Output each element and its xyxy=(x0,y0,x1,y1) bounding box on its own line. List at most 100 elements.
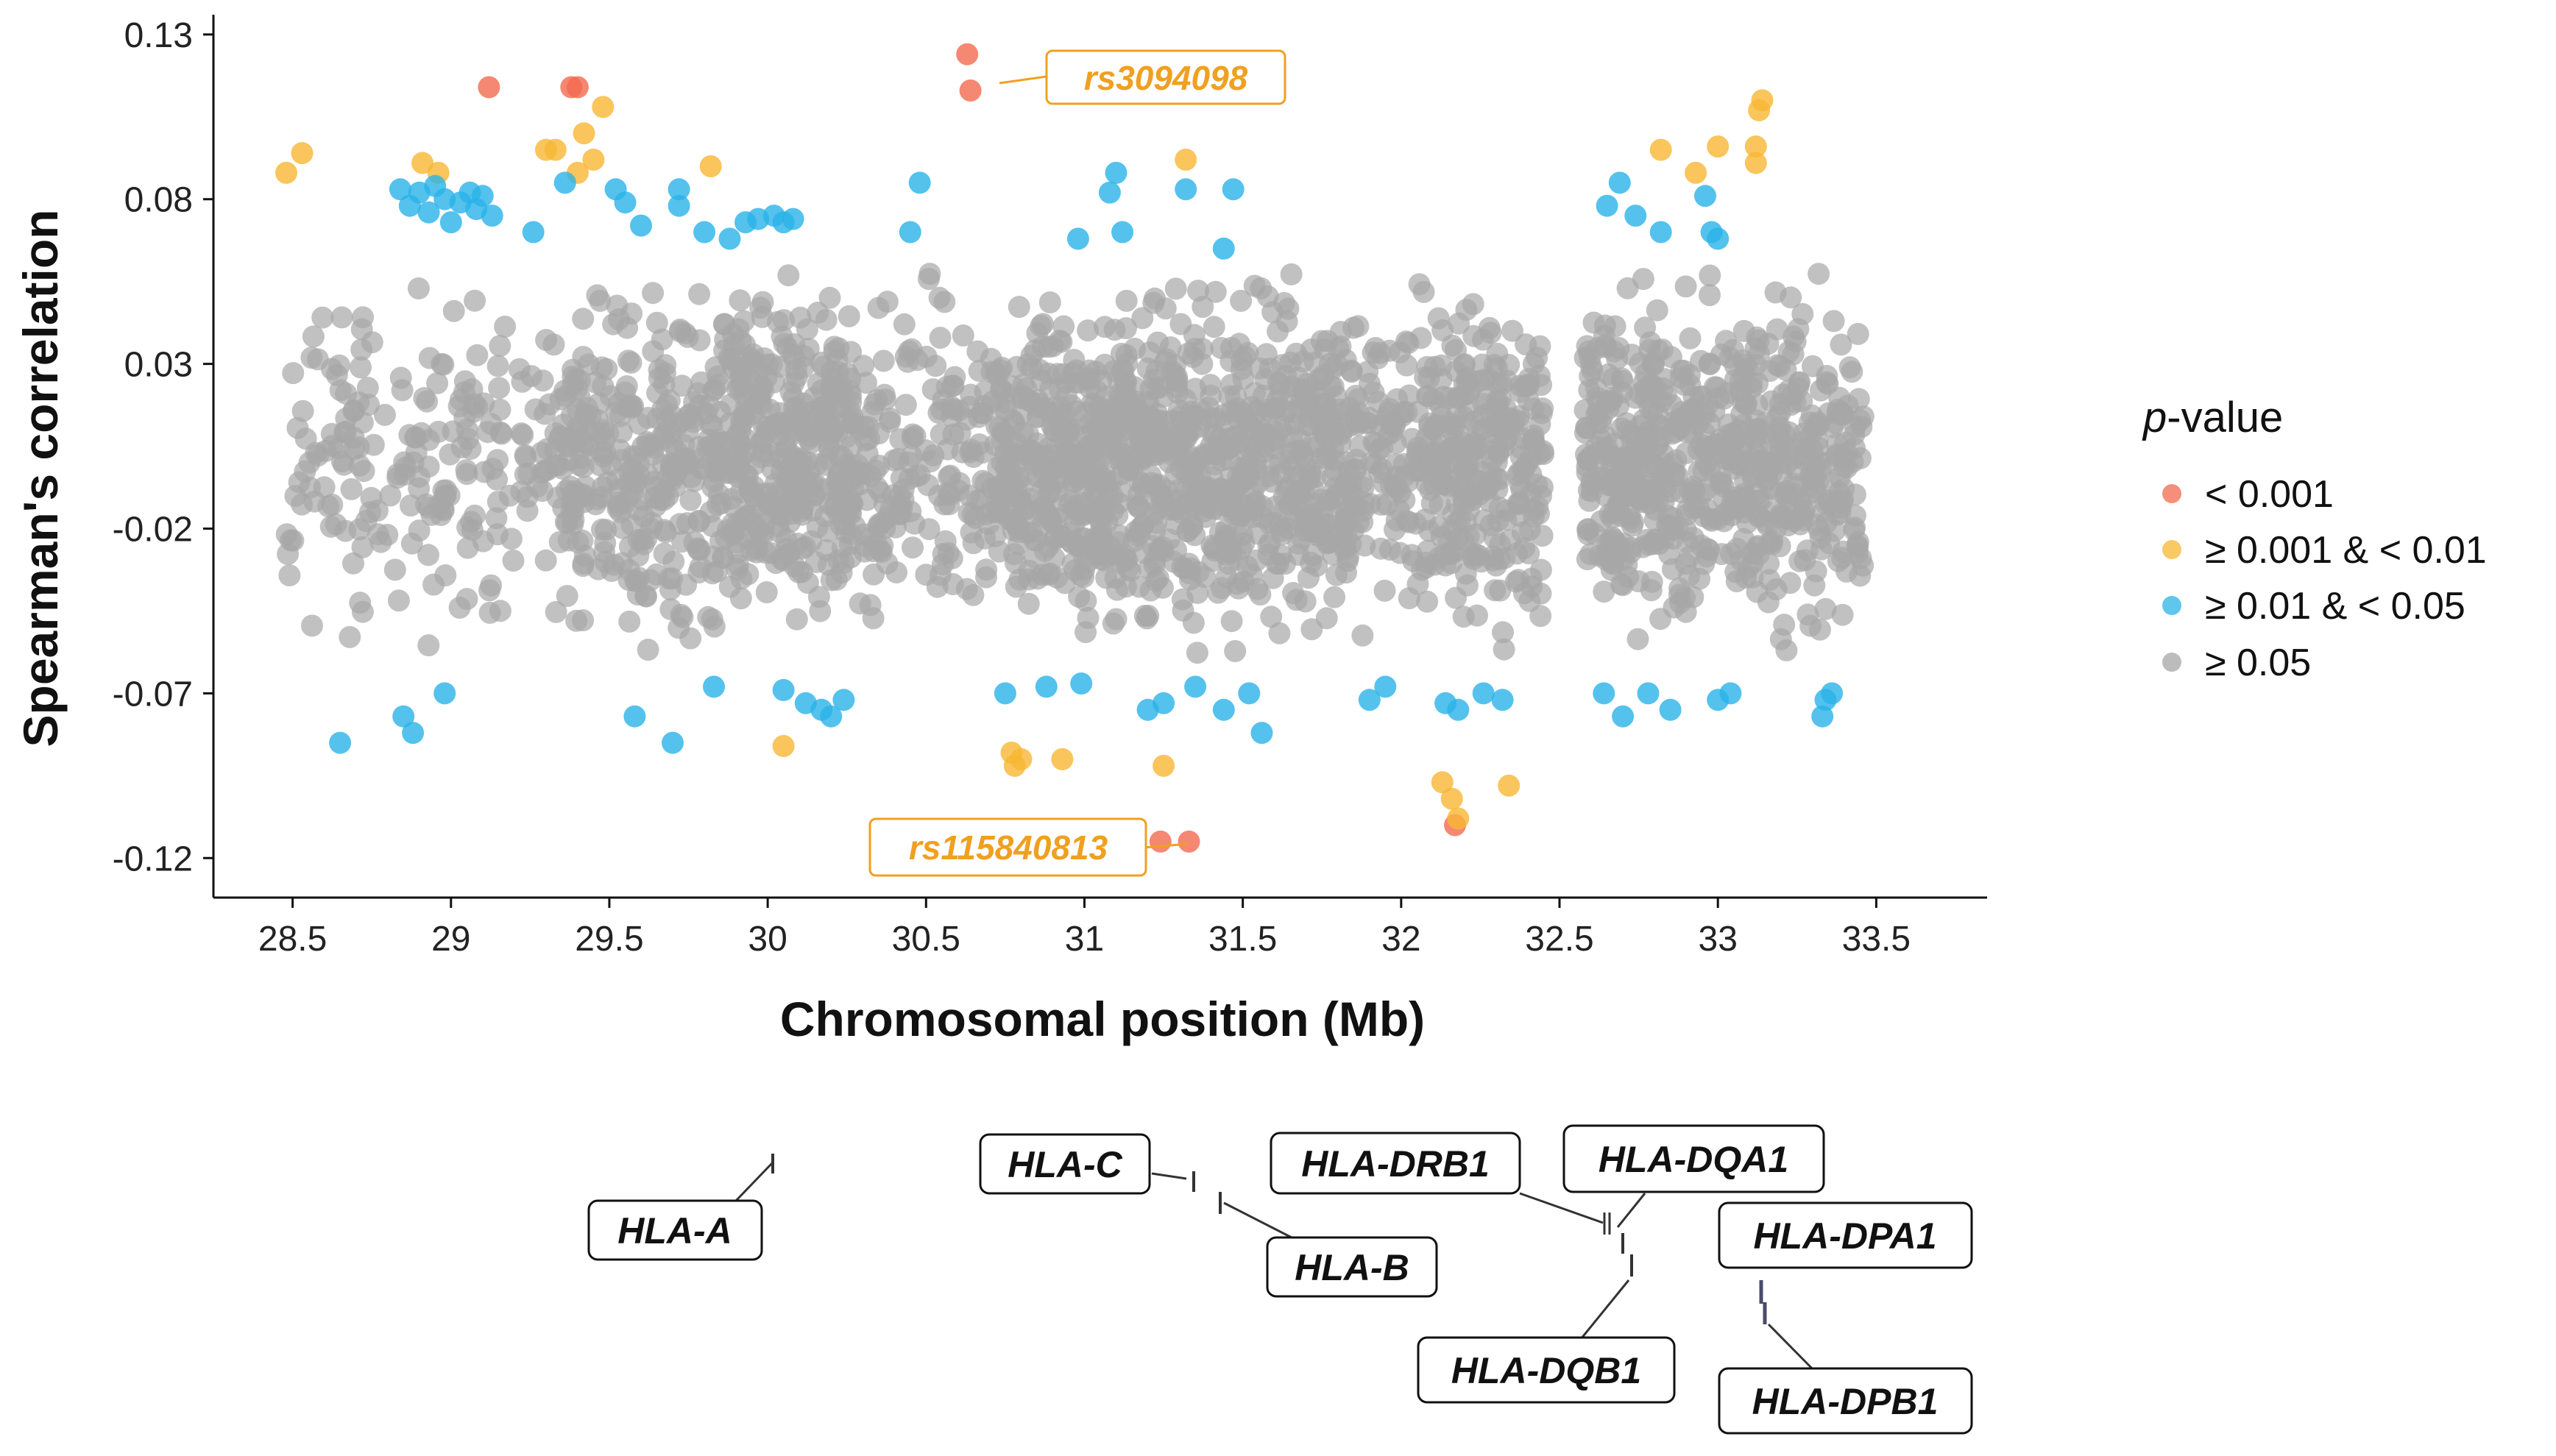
data-point xyxy=(1178,562,1200,585)
data-point xyxy=(1159,498,1181,521)
data-point xyxy=(1395,510,1418,532)
data-point xyxy=(968,360,991,382)
data-point xyxy=(1136,357,1159,380)
data-point xyxy=(1590,428,1612,451)
data-point xyxy=(1477,475,1500,498)
data-point xyxy=(1774,484,1796,507)
data-point xyxy=(358,501,381,524)
data-point xyxy=(1685,161,1707,184)
data-point xyxy=(456,588,478,611)
data-point xyxy=(545,600,567,623)
data-point xyxy=(1131,515,1154,538)
data-point xyxy=(1782,438,1805,461)
data-point xyxy=(1048,377,1071,400)
data-point xyxy=(342,426,365,449)
data-point xyxy=(1334,349,1357,372)
data-point xyxy=(820,705,843,728)
data-point xyxy=(1325,564,1348,586)
data-point xyxy=(502,550,525,572)
series--0-01-0-05 xyxy=(329,161,1844,754)
data-point xyxy=(1044,526,1067,548)
gene-label-text: HLA-DQB1 xyxy=(1451,1350,1641,1391)
data-point xyxy=(838,380,861,402)
snp-annotation-rs3094098: rs3094098 xyxy=(999,49,1286,105)
data-point xyxy=(1725,428,1747,451)
data-point xyxy=(1811,705,1834,728)
data-point xyxy=(489,600,511,622)
data-point xyxy=(1351,624,1374,647)
x-tick-label: 30.5 xyxy=(892,920,960,959)
data-point xyxy=(1147,567,1169,589)
data-point xyxy=(1094,353,1116,376)
snp-label-rs115840813: rs115840813 xyxy=(909,828,1108,867)
data-point xyxy=(1418,519,1441,542)
data-point xyxy=(846,454,869,477)
data-point xyxy=(347,391,370,413)
data-point xyxy=(411,152,433,174)
data-point xyxy=(1843,423,1866,446)
data-point xyxy=(524,398,547,421)
data-point xyxy=(1260,606,1283,628)
legend-swatch-ge-005 xyxy=(2162,653,2181,672)
data-point xyxy=(1699,264,1721,287)
legend-label-lt-0001: < 0.001 xyxy=(2205,473,2334,516)
data-point xyxy=(1184,675,1207,698)
data-point xyxy=(867,296,890,319)
data-point xyxy=(472,530,495,553)
data-point xyxy=(1804,465,1827,488)
data-point xyxy=(571,529,594,552)
data-point xyxy=(1292,444,1314,466)
data-point xyxy=(1416,590,1439,613)
data-point xyxy=(1131,473,1154,496)
data-point xyxy=(592,374,615,397)
data-point xyxy=(1730,549,1752,572)
data-point xyxy=(789,306,812,329)
data-point xyxy=(1709,464,1732,487)
data-point xyxy=(320,422,343,445)
data-point xyxy=(628,412,651,435)
data-point xyxy=(348,454,371,477)
y-tick-label: 0.13 xyxy=(124,16,193,55)
data-point xyxy=(275,161,297,184)
data-point xyxy=(1610,505,1633,528)
gene-label-text: HLA-A xyxy=(617,1210,732,1251)
series--0-001 xyxy=(478,43,1466,853)
data-point xyxy=(340,477,363,500)
data-point xyxy=(1418,448,1440,471)
data-point xyxy=(1175,178,1197,201)
gene-label-hla-a: HLA-A xyxy=(587,1199,763,1261)
data-point xyxy=(645,311,668,334)
data-point xyxy=(1498,407,1520,430)
data-point xyxy=(1649,608,1672,631)
data-point xyxy=(632,533,655,555)
data-point xyxy=(589,289,612,312)
data-point xyxy=(915,439,937,462)
data-point xyxy=(572,308,595,330)
data-point xyxy=(350,318,373,341)
data-point xyxy=(651,328,673,351)
data-point xyxy=(1224,640,1247,662)
data-point xyxy=(1741,566,1764,589)
data-point xyxy=(628,452,651,475)
data-point xyxy=(1831,603,1854,626)
gene-label-box xyxy=(1562,1124,1825,1193)
legend-title-rest: -value xyxy=(2167,394,2283,441)
data-point xyxy=(1649,138,1672,161)
data-point xyxy=(594,550,617,573)
data-point xyxy=(1323,586,1346,608)
data-point xyxy=(617,349,640,372)
data-point xyxy=(688,283,711,305)
data-point xyxy=(554,511,577,533)
data-point xyxy=(1201,423,1224,446)
data-point xyxy=(1784,330,1807,353)
data-point xyxy=(698,413,721,436)
snp-label-box xyxy=(1045,49,1286,105)
data-point xyxy=(1492,621,1514,644)
data-point xyxy=(761,458,784,480)
data-point xyxy=(1292,380,1315,403)
data-point xyxy=(516,500,539,522)
data-point xyxy=(1694,451,1717,474)
legend-title-p: p xyxy=(2142,394,2167,441)
data-point xyxy=(687,436,710,458)
data-point xyxy=(1593,580,1615,603)
